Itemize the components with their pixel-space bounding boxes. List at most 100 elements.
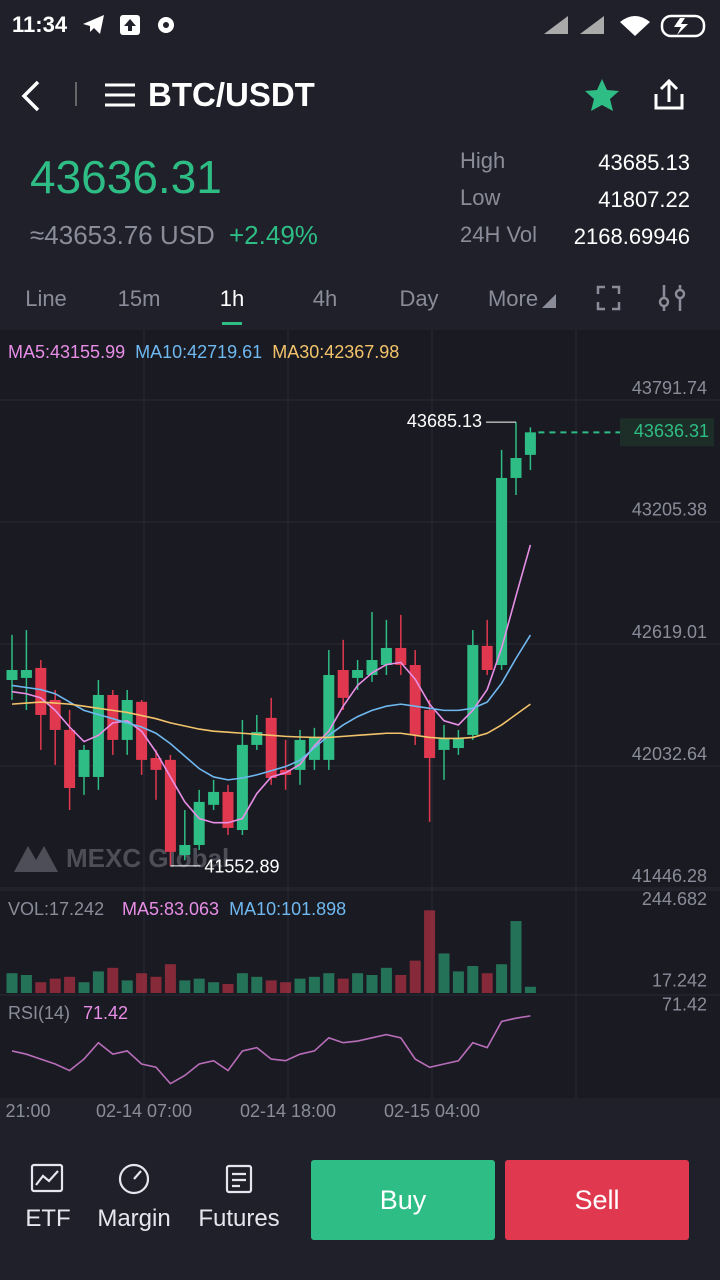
volume-bar <box>6 973 18 993</box>
candle-body <box>150 758 162 770</box>
stat-value: 2168.69946 <box>573 224 690 249</box>
header-actions <box>585 78 684 111</box>
volume-bar <box>352 973 364 993</box>
candle-body <box>251 732 263 745</box>
timeframe-tab[interactable]: 4h <box>312 286 338 311</box>
nav-item[interactable]: ETF <box>25 1205 71 1232</box>
candle-body <box>294 739 306 770</box>
candle-body <box>20 670 32 678</box>
candle-body <box>481 645 493 671</box>
status-time: 11:34 <box>12 12 68 37</box>
price-change: +2.49% <box>229 220 318 250</box>
stat-value: 41807.22 <box>598 187 690 212</box>
volume-tick-label: 244.682 <box>642 889 707 909</box>
favorite-star[interactable] <box>585 79 619 111</box>
stat-label: 24H Vol <box>460 222 538 247</box>
nav-icons <box>30 1163 253 1195</box>
volume-bar <box>20 975 32 993</box>
volume-bar <box>424 910 436 993</box>
x-tick-label: 02-14 18:00 <box>240 1101 336 1121</box>
settings-button[interactable] <box>658 285 686 311</box>
timeframe-tab[interactable]: More <box>487 286 539 311</box>
volume-bar <box>35 982 47 993</box>
more-caret <box>542 294 556 308</box>
volume-legend: MA10:101.898 <box>229 899 346 919</box>
volume-bar <box>92 971 104 993</box>
candle-body <box>424 709 436 759</box>
candle-body <box>35 667 47 715</box>
candle-body <box>452 737 464 749</box>
candle-body <box>337 670 349 698</box>
candle-body <box>352 670 364 678</box>
candle-body <box>222 791 234 828</box>
candle-body <box>78 749 90 777</box>
timeframe-tab[interactable]: 15m <box>117 286 161 311</box>
candle-body <box>6 670 18 680</box>
y-tick-label: 42619.01 <box>632 622 707 642</box>
rsi-label: RSI(14) <box>8 1003 70 1023</box>
low-marker: 41552.89 <box>204 857 279 877</box>
last-price-tag: 43636.31 <box>634 421 709 441</box>
stat-value: 43685.13 <box>598 150 690 175</box>
x-tick-label: 02-14 07:00 <box>96 1101 192 1121</box>
volume-bar <box>496 964 508 993</box>
sell-button[interactable]: Sell <box>505 1160 689 1240</box>
timeframe-tab[interactable]: Line <box>25 286 67 311</box>
nav-item[interactable]: Futures <box>198 1205 280 1232</box>
candle-body <box>179 844 191 855</box>
candle-body <box>467 645 479 735</box>
ma-line <box>11 544 532 824</box>
fullscreen-button[interactable] <box>596 285 621 311</box>
candle-body <box>395 647 407 666</box>
y-tick-label: 42032.64 <box>632 744 707 764</box>
rsi-value: 71.42 <box>83 1003 128 1023</box>
volume-bar <box>280 982 292 993</box>
last-price: 43636.31 <box>30 151 222 203</box>
volume-bar <box>136 973 148 993</box>
volume-bar <box>78 982 90 993</box>
timeframe-tab[interactable]: 1h <box>219 286 245 311</box>
volume-bar <box>121 980 133 993</box>
status-icons <box>83 15 174 35</box>
candle-body <box>366 660 378 676</box>
volume-bar <box>323 973 335 993</box>
share-button[interactable] <box>654 78 684 110</box>
rsi-line <box>11 1015 531 1085</box>
volume-bar <box>510 921 522 993</box>
back-button[interactable] <box>21 80 40 112</box>
chart-tools <box>596 285 686 311</box>
candle-body <box>236 744 248 831</box>
ma-legend: MA30:42367.98 <box>272 342 399 362</box>
nav-item[interactable]: Margin <box>97 1205 171 1232</box>
watermark-logo <box>14 846 58 872</box>
candle-body <box>49 699 61 730</box>
buy-button[interactable]: Buy <box>311 1160 495 1240</box>
volume-bar <box>409 960 421 993</box>
volume-bar <box>150 976 162 993</box>
menu-button[interactable] <box>105 83 135 107</box>
volume-bar <box>107 967 119 993</box>
candle-body <box>323 675 335 760</box>
volume-bar <box>236 973 248 993</box>
pair-title[interactable]: BTC/USDT <box>148 76 315 113</box>
volume-tick-label: 17.242 <box>652 971 707 991</box>
volume-bar <box>251 976 263 993</box>
candle-body <box>496 477 508 666</box>
stat-label: Low <box>460 185 501 210</box>
candle-body <box>524 432 536 455</box>
candle-body <box>265 717 277 778</box>
volume-bar <box>467 966 479 993</box>
volume-bar <box>481 973 493 993</box>
candle-body <box>107 694 119 740</box>
timeframe-tab[interactable]: Day <box>399 286 439 311</box>
volume-bar <box>222 984 234 993</box>
volume-label: VOL:17.242 <box>8 899 104 919</box>
candle-body <box>510 457 522 478</box>
y-tick-label: 43791.74 <box>632 378 707 398</box>
last-price-tag-bg <box>620 418 714 447</box>
candle-body <box>409 665 421 735</box>
ma-legend: MA5:43155.99 <box>8 342 125 362</box>
volume-bar <box>308 976 320 993</box>
active-tab-indicator <box>222 322 242 325</box>
